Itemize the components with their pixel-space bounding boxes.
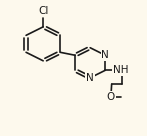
Text: O: O xyxy=(107,92,115,102)
Text: N: N xyxy=(86,73,94,83)
Text: Cl: Cl xyxy=(38,6,48,16)
Text: N: N xyxy=(101,50,109,60)
Text: NH: NH xyxy=(113,65,128,75)
